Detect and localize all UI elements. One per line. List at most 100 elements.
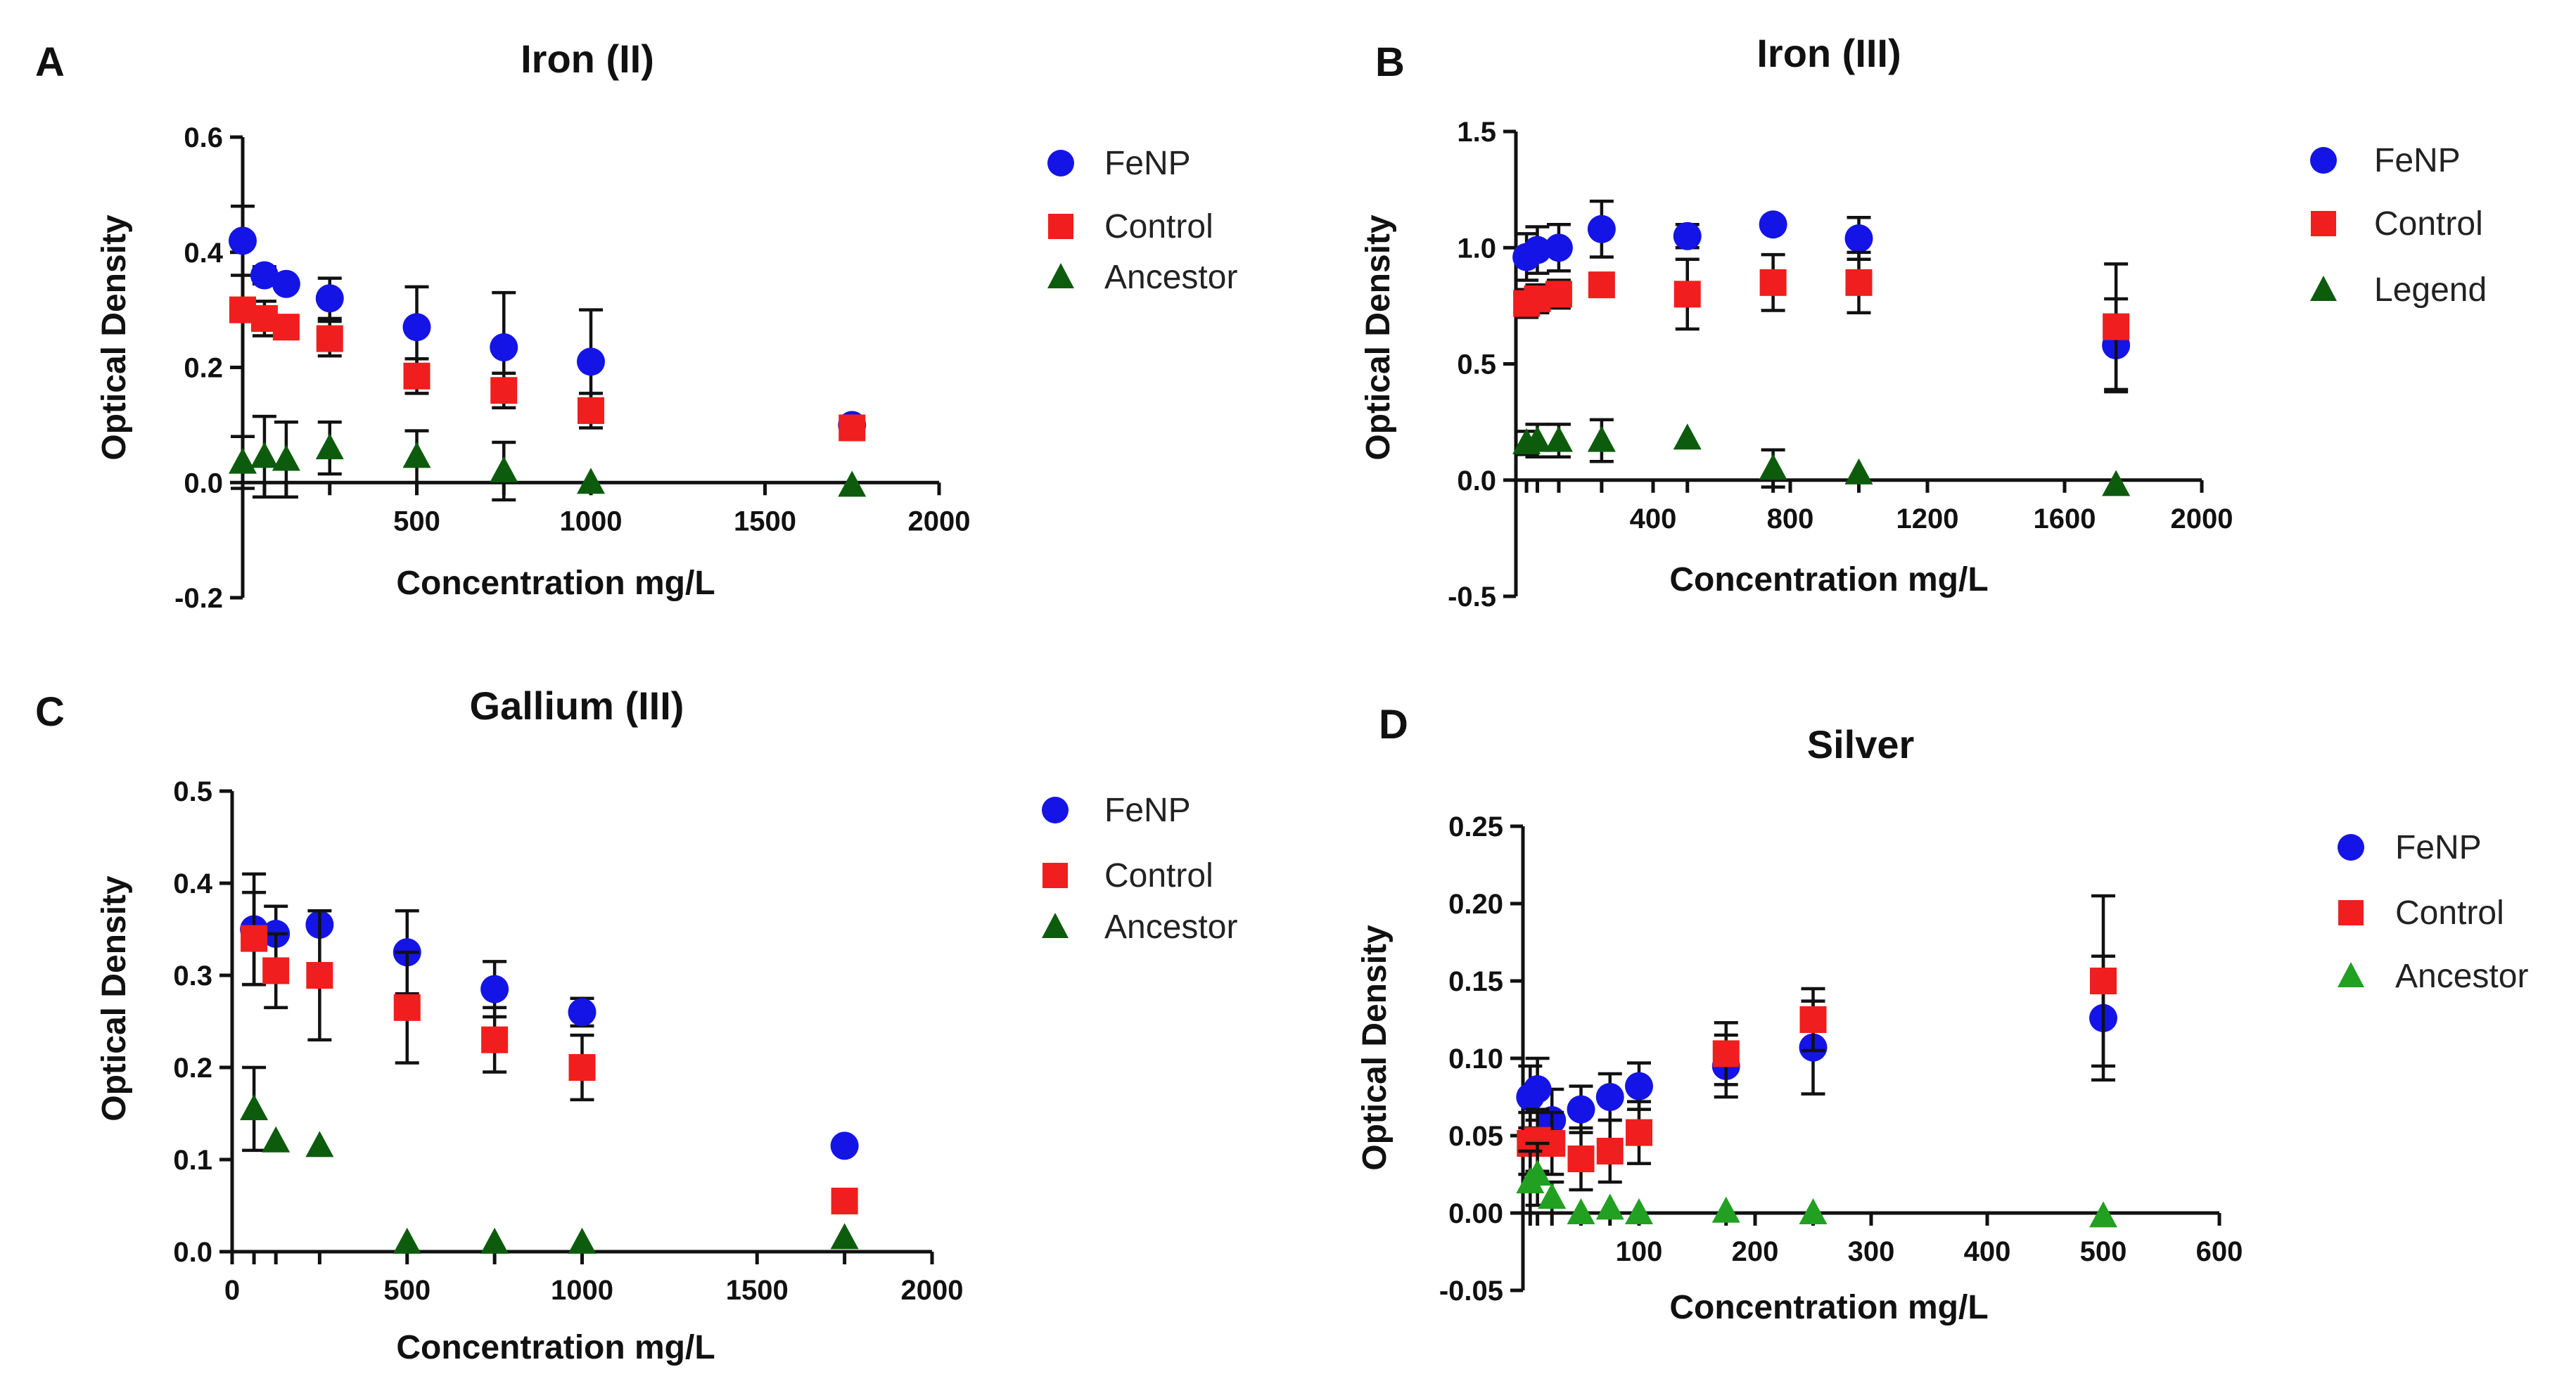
legend-label-fenp: FeNP <box>1104 792 1191 829</box>
legend-marker-ancestor <box>1047 263 1074 288</box>
legend-marker-fenp <box>1047 150 1074 177</box>
legend-triangle <box>1042 913 1069 938</box>
legend-label-legend: Legend <box>2374 271 2487 309</box>
data-point-control <box>306 962 333 989</box>
data-point-legend <box>1523 425 1552 452</box>
x-tick-label: 0 <box>224 1275 240 1306</box>
data-point-control <box>1596 1138 1624 1164</box>
legend-circle <box>2310 147 2337 174</box>
data-point-control <box>2090 968 2117 994</box>
data-point-fenp <box>830 1131 859 1160</box>
y-tick-label: 0.4 <box>173 868 212 899</box>
x-tick-label: 1500 <box>734 506 796 537</box>
marks-layer <box>1512 199 2131 496</box>
legend-label-fenp: FeNP <box>1104 145 1191 182</box>
data-point-ancestor <box>229 447 257 474</box>
chart-title: Silver <box>1807 722 1915 766</box>
legend-label-ancestor: Ancestor <box>1104 259 1237 296</box>
x-axis-label: Concentration mg/L <box>1669 1289 1988 1326</box>
x-axis-label: Concentration mg/L <box>396 565 715 602</box>
panel-a: A Iron (II) Concentration mg/L Optical D… <box>35 37 1237 614</box>
data-point-ancestor <box>1711 1196 1740 1223</box>
data-point-ancestor <box>480 1227 509 1254</box>
x-tick-label: 500 <box>393 506 440 537</box>
x-tick-label: 800 <box>1767 503 1814 534</box>
y-tick-label: 0.6 <box>184 122 223 153</box>
legend-circle <box>1042 797 1069 823</box>
data-point-control <box>272 314 300 341</box>
data-point-legend <box>1587 425 1616 452</box>
tick-layer: 0.0 0.1 0.2 0.3 0.4 0.5 0 500 1000 1500 2000 <box>173 776 963 1306</box>
data-point-fenp <box>480 975 509 1003</box>
y-axis-label: Optical Density <box>96 214 133 461</box>
panel-letter: C <box>35 689 65 735</box>
data-point-control <box>241 925 268 952</box>
y-axis-label: Optical Density <box>1360 214 1397 461</box>
data-point-fenp <box>577 347 605 376</box>
data-point-control <box>1567 1146 1595 1172</box>
y-tick-label: 0.15 <box>1448 966 1503 997</box>
data-point-ancestor <box>1567 1198 1595 1224</box>
x-axis-label: Concentration mg/L <box>396 1329 715 1366</box>
data-point-fenp <box>1625 1072 1653 1101</box>
data-point-fenp <box>272 269 300 298</box>
y-tick-label: 0.5 <box>173 776 212 807</box>
legend-marker-fenp <box>2310 147 2337 174</box>
x-tick-label: 300 <box>1848 1236 1895 1267</box>
data-point-ancestor <box>315 433 344 460</box>
data-point-control <box>1799 1006 1827 1033</box>
y-tick-label: 0.25 <box>1448 811 1503 842</box>
panel-b: B Iron (III) Concentration mg/L Optical … <box>1360 31 2487 612</box>
x-tick-label: 1000 <box>560 506 623 537</box>
marks-layer <box>240 872 859 1254</box>
panel-letter: B <box>1375 39 1405 85</box>
marks-layer <box>1516 894 2117 1228</box>
data-point-fenp <box>1567 1095 1595 1124</box>
data-point-control <box>1759 269 1787 296</box>
legend-label-control: Control <box>1104 857 1213 894</box>
y-axis-label: Optical Density <box>96 875 133 1122</box>
legend-triangle <box>2338 962 2364 987</box>
data-point-fenp <box>1595 1083 1624 1111</box>
data-point-control <box>403 362 431 390</box>
y-tick-label: 0.20 <box>1448 889 1503 920</box>
y-tick-label: 0.05 <box>1448 1121 1503 1152</box>
legend-marker-control <box>1042 863 1068 888</box>
data-point-control <box>831 1187 858 1214</box>
y-tick-label: 0.5 <box>1457 349 1496 380</box>
tick-layer: -0.5 0.0 0.5 1.0 1.5 400 800 1200 1600 2000 <box>1448 117 2233 612</box>
x-tick-label: 500 <box>2080 1236 2127 1267</box>
legend: FeNP Control Ancestor <box>1047 145 1237 296</box>
legend-triangle <box>1047 263 1074 288</box>
x-tick-label: 2000 <box>908 506 971 537</box>
legend-marker-legend <box>2310 276 2337 301</box>
y-tick-label: 1.5 <box>1457 117 1496 148</box>
y-tick-label: 0.10 <box>1448 1044 1503 1074</box>
legend-marker-fenp <box>2338 834 2364 861</box>
data-point-control <box>316 325 343 352</box>
data-point-control <box>1588 271 1615 299</box>
data-point-ancestor <box>1538 1183 1567 1209</box>
data-point-fenp <box>250 261 279 290</box>
axes-layer <box>1514 131 2202 596</box>
y-tick-label: 0.0 <box>173 1237 212 1268</box>
panel-letter: A <box>35 39 65 85</box>
data-point-legend <box>1544 425 1573 452</box>
data-point-control <box>1626 1119 1652 1146</box>
data-point-control <box>1545 281 1572 308</box>
x-tick-label: 500 <box>383 1275 431 1306</box>
legend: FeNP Control Ancestor <box>2338 829 2528 995</box>
data-point-ancestor <box>240 1093 269 1120</box>
data-point-control <box>1673 281 1701 308</box>
legend-marker-fenp <box>1042 797 1069 823</box>
legend-circle <box>2338 834 2364 861</box>
data-point-fenp <box>1523 1075 1552 1103</box>
x-tick-label: 2000 <box>901 1275 964 1306</box>
data-point-ancestor <box>250 442 279 468</box>
data-point-ancestor <box>1625 1198 1653 1224</box>
legend-marker-ancestor <box>2338 962 2364 987</box>
x-tick-label: 1200 <box>1896 503 1959 534</box>
data-point-legend <box>1673 423 1702 450</box>
legend-label-fenp: FeNP <box>2395 829 2482 866</box>
